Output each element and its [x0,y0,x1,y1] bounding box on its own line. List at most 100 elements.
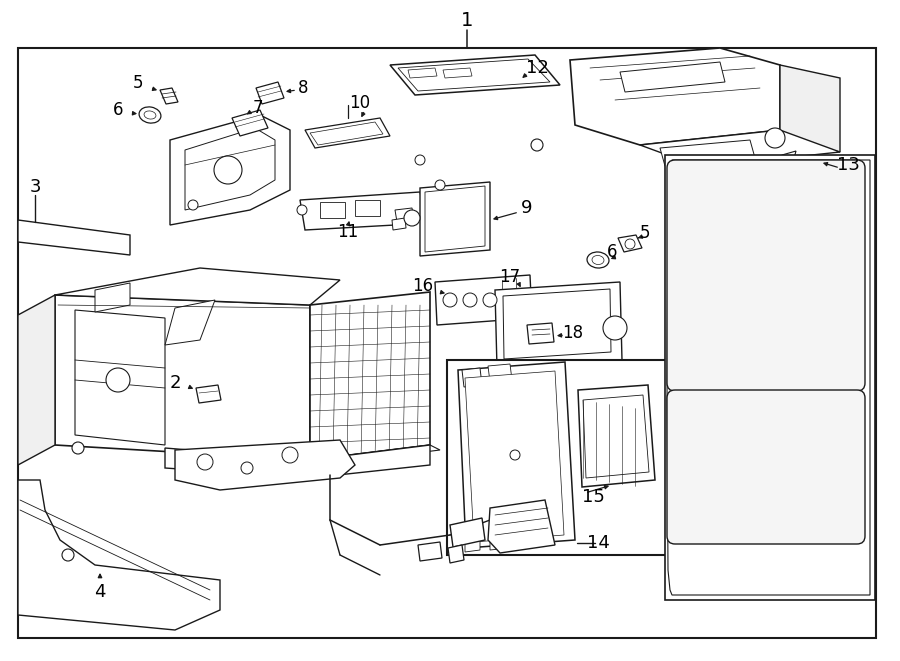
Polygon shape [458,362,575,548]
Polygon shape [300,192,425,230]
Circle shape [510,450,520,460]
Polygon shape [256,82,284,104]
Polygon shape [418,542,442,561]
Polygon shape [488,500,555,553]
Text: 8: 8 [298,79,308,97]
Polygon shape [170,115,290,225]
Text: 6: 6 [607,243,617,261]
Polygon shape [408,68,437,78]
Text: 12: 12 [526,59,548,77]
Polygon shape [618,235,642,252]
Polygon shape [488,364,512,382]
Text: 5: 5 [133,74,143,92]
Text: 7: 7 [253,99,263,117]
Polygon shape [310,292,430,460]
Polygon shape [640,130,840,167]
Circle shape [765,128,785,148]
Circle shape [72,442,84,454]
Circle shape [531,139,543,151]
Circle shape [483,293,497,307]
Polygon shape [450,518,485,547]
FancyBboxPatch shape [667,160,865,391]
Text: 5: 5 [640,224,650,242]
Polygon shape [232,110,268,136]
Polygon shape [503,289,611,359]
Polygon shape [160,88,178,104]
Text: 3: 3 [29,178,40,196]
Circle shape [214,156,242,184]
Polygon shape [435,275,532,325]
Polygon shape [310,122,383,145]
Bar [447,360,755,555]
Circle shape [282,447,298,463]
Polygon shape [55,295,310,460]
Text: 14: 14 [587,534,609,552]
Text: 4: 4 [94,583,106,601]
Polygon shape [18,480,220,630]
Circle shape [443,293,457,307]
Polygon shape [465,540,480,552]
Bar [18,48,876,638]
Text: 10: 10 [349,94,371,112]
Polygon shape [165,445,430,478]
Polygon shape [570,48,780,145]
Circle shape [404,210,420,226]
Polygon shape [448,545,464,563]
Text: 16: 16 [412,277,433,295]
Polygon shape [465,371,564,542]
Polygon shape [805,165,820,180]
Polygon shape [18,295,55,465]
Polygon shape [398,59,550,91]
Polygon shape [420,182,490,256]
Polygon shape [18,220,130,255]
Polygon shape [165,300,215,345]
Polygon shape [779,151,796,166]
Text: 17: 17 [500,268,520,286]
Polygon shape [462,368,482,387]
Ellipse shape [587,252,609,268]
Polygon shape [490,538,510,550]
Text: 15: 15 [581,488,605,506]
Polygon shape [780,65,840,152]
Polygon shape [620,62,725,92]
Polygon shape [425,186,485,252]
Polygon shape [390,55,560,95]
Polygon shape [495,282,622,368]
Text: 13: 13 [837,156,859,174]
Circle shape [188,200,198,210]
Circle shape [463,293,477,307]
Circle shape [625,239,635,249]
Circle shape [241,462,253,474]
Text: 6: 6 [112,101,123,119]
Text: 2: 2 [169,374,181,392]
Polygon shape [196,385,221,403]
Polygon shape [578,385,655,487]
Text: 18: 18 [562,324,583,342]
Polygon shape [667,160,870,595]
Circle shape [197,454,213,470]
Polygon shape [75,310,165,445]
Polygon shape [310,445,440,465]
Text: 11: 11 [338,223,358,241]
Polygon shape [665,155,875,600]
Polygon shape [395,208,414,222]
Polygon shape [527,323,554,344]
Polygon shape [175,440,355,490]
Text: 9: 9 [521,199,533,217]
Text: 1: 1 [461,11,473,30]
Polygon shape [305,118,390,148]
Circle shape [415,155,425,165]
Circle shape [603,316,627,340]
Bar [355,200,380,216]
Circle shape [62,549,74,561]
FancyBboxPatch shape [667,390,865,544]
Polygon shape [392,218,406,230]
Circle shape [106,368,130,392]
Ellipse shape [140,107,161,123]
Polygon shape [443,68,472,78]
Polygon shape [660,140,755,166]
Polygon shape [95,283,130,312]
Circle shape [297,205,307,215]
Polygon shape [583,395,649,478]
Bar [320,202,345,218]
